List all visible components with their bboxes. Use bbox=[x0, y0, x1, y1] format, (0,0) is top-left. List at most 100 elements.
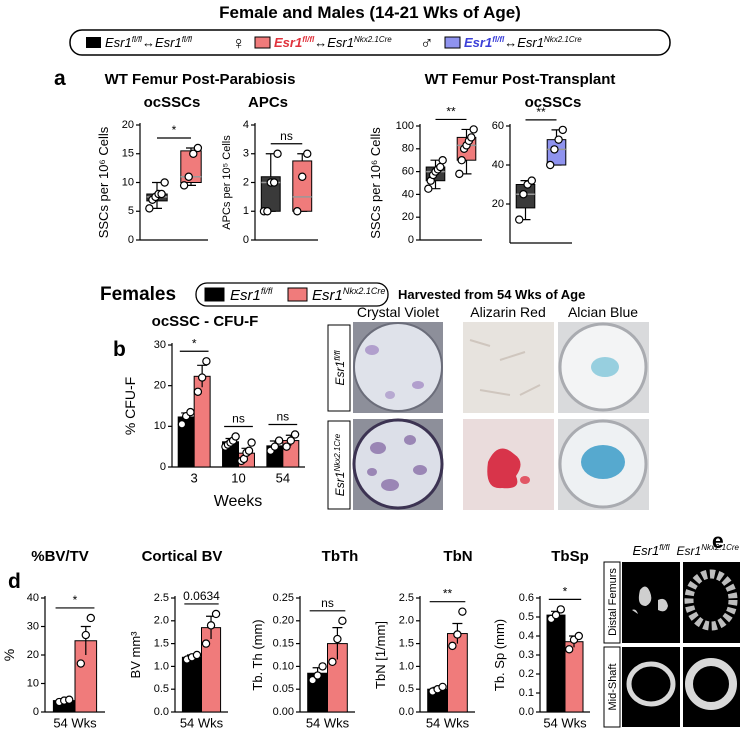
bone bbox=[684, 569, 738, 631]
y-tick-label: 5 bbox=[128, 205, 134, 217]
stain bbox=[591, 357, 619, 377]
image bbox=[622, 562, 680, 643]
legend-entry: Esr1fl/fl↔Esr1Nkx2.1Cre bbox=[274, 35, 392, 50]
y-tick-label: 0.4 bbox=[519, 630, 534, 642]
data-point bbox=[565, 645, 574, 654]
data-point bbox=[333, 634, 342, 644]
stain bbox=[581, 445, 625, 479]
data-point bbox=[193, 143, 203, 153]
data-point bbox=[273, 149, 282, 158]
y-tick-label: 40 bbox=[27, 592, 39, 604]
panel-label: d bbox=[8, 570, 21, 593]
data-point bbox=[247, 438, 256, 447]
bone bbox=[632, 586, 668, 614]
data-point bbox=[438, 155, 447, 165]
stain bbox=[487, 448, 521, 489]
y-tick-label: 40 bbox=[402, 188, 414, 200]
data-point bbox=[193, 387, 203, 396]
x-tick-label: 54 bbox=[276, 471, 290, 486]
data-point bbox=[554, 135, 563, 144]
y-tick-label: 0 bbox=[243, 234, 249, 246]
texture bbox=[469, 339, 541, 396]
x-tick-label: 54 Wks bbox=[426, 716, 470, 731]
data-point bbox=[270, 442, 280, 451]
y-axis-label: Tb. Th (mm) bbox=[250, 619, 265, 690]
data-point bbox=[556, 605, 566, 614]
significance-label: * bbox=[192, 336, 197, 350]
colony bbox=[365, 345, 379, 355]
data-point bbox=[192, 650, 202, 660]
data-point bbox=[550, 145, 559, 154]
y-tick-label: 0.20 bbox=[273, 615, 294, 627]
significance-label: 0.0634 bbox=[183, 589, 220, 603]
legend-swatch bbox=[287, 287, 308, 302]
chart-title: TbSp bbox=[551, 548, 589, 565]
legend-entry: Esr1fl/fl↔Esr1Nkx2.1Cre bbox=[464, 35, 582, 50]
y-tick-label: 0.0 bbox=[399, 706, 414, 718]
y-tick-label: 10 bbox=[154, 420, 166, 432]
chart-title: ocSSCs bbox=[525, 94, 582, 111]
chart-title: TbTh bbox=[322, 548, 359, 565]
data-point bbox=[467, 133, 476, 142]
significance-label: ** bbox=[446, 104, 456, 118]
bar bbox=[546, 614, 566, 713]
row-label-box bbox=[603, 646, 621, 728]
data-point bbox=[211, 609, 221, 619]
y-tick-label: 20 bbox=[154, 380, 166, 392]
data-point bbox=[189, 149, 198, 158]
colony bbox=[367, 468, 377, 476]
data-point bbox=[469, 125, 478, 134]
legend-entry: Esr1fl/fl↔Esr1fl/fl bbox=[105, 35, 192, 50]
y-tick-label: 0.5 bbox=[519, 611, 534, 623]
data-point bbox=[157, 189, 166, 199]
y-tick-label: 4 bbox=[243, 119, 249, 131]
legend-entry: Esr1fl/fl bbox=[230, 286, 273, 304]
legend-frame bbox=[69, 29, 671, 56]
column-label: Alizarin Red bbox=[470, 304, 545, 320]
column-label: Esr1Nkx2.1Cre bbox=[677, 543, 740, 558]
data-point bbox=[546, 160, 555, 170]
y-tick-label: 1.5 bbox=[154, 638, 169, 650]
well bbox=[353, 322, 443, 412]
y-tick-label: 0 bbox=[33, 706, 39, 718]
figure-title: Female and Males (14-21 Wks of Age) bbox=[219, 3, 521, 22]
data-point bbox=[457, 155, 466, 165]
data-point bbox=[282, 442, 291, 451]
significance-label: * bbox=[172, 123, 177, 137]
y-tick-label: 2.0 bbox=[154, 615, 169, 627]
data-point bbox=[338, 616, 347, 626]
legend-swatch bbox=[444, 36, 461, 49]
bone bbox=[685, 658, 737, 710]
legend-swatch bbox=[254, 36, 271, 49]
error-bar bbox=[332, 627, 343, 660]
y-tick-label: 0 bbox=[160, 461, 166, 473]
data-point bbox=[453, 630, 462, 639]
x-tick-label: 54 Wks bbox=[543, 716, 587, 731]
significance-label: ** bbox=[443, 587, 453, 601]
row-label: Esr1fl/fl bbox=[333, 350, 347, 385]
data-point bbox=[519, 190, 528, 199]
y-tick-label: 2.5 bbox=[399, 592, 414, 604]
y-tick-label: 20 bbox=[492, 198, 504, 210]
significance-label: ns bbox=[321, 596, 334, 610]
data-point bbox=[186, 407, 195, 417]
section-title: Females bbox=[100, 284, 176, 305]
y-tick-label: 0.5 bbox=[399, 683, 414, 695]
chart-title: ocSSC - CFU-F bbox=[152, 313, 259, 330]
y-tick-label: 2.5 bbox=[154, 592, 169, 604]
note: Harvested from 54 Wks of Age bbox=[398, 287, 585, 302]
column-label: Crystal Violet bbox=[357, 304, 439, 320]
y-tick-label: 1.0 bbox=[154, 660, 169, 672]
y-axis-label: APCs per 10⁵ Cells bbox=[221, 135, 233, 230]
data-point bbox=[269, 178, 279, 187]
image bbox=[463, 322, 554, 413]
data-point bbox=[436, 162, 445, 172]
female-symbol: ♀ bbox=[232, 33, 246, 53]
x-tick-label: 3 bbox=[191, 471, 198, 486]
row-label: Distal Femurs bbox=[607, 568, 619, 636]
y-tick-label: 0.0 bbox=[519, 706, 534, 718]
y-tick-label: 3 bbox=[243, 148, 249, 160]
y-axis-label: BV mm³ bbox=[128, 631, 143, 679]
image-value: 5.28% bbox=[625, 630, 653, 641]
y-axis-label: SSCs per 10⁶ Cells bbox=[96, 126, 111, 238]
